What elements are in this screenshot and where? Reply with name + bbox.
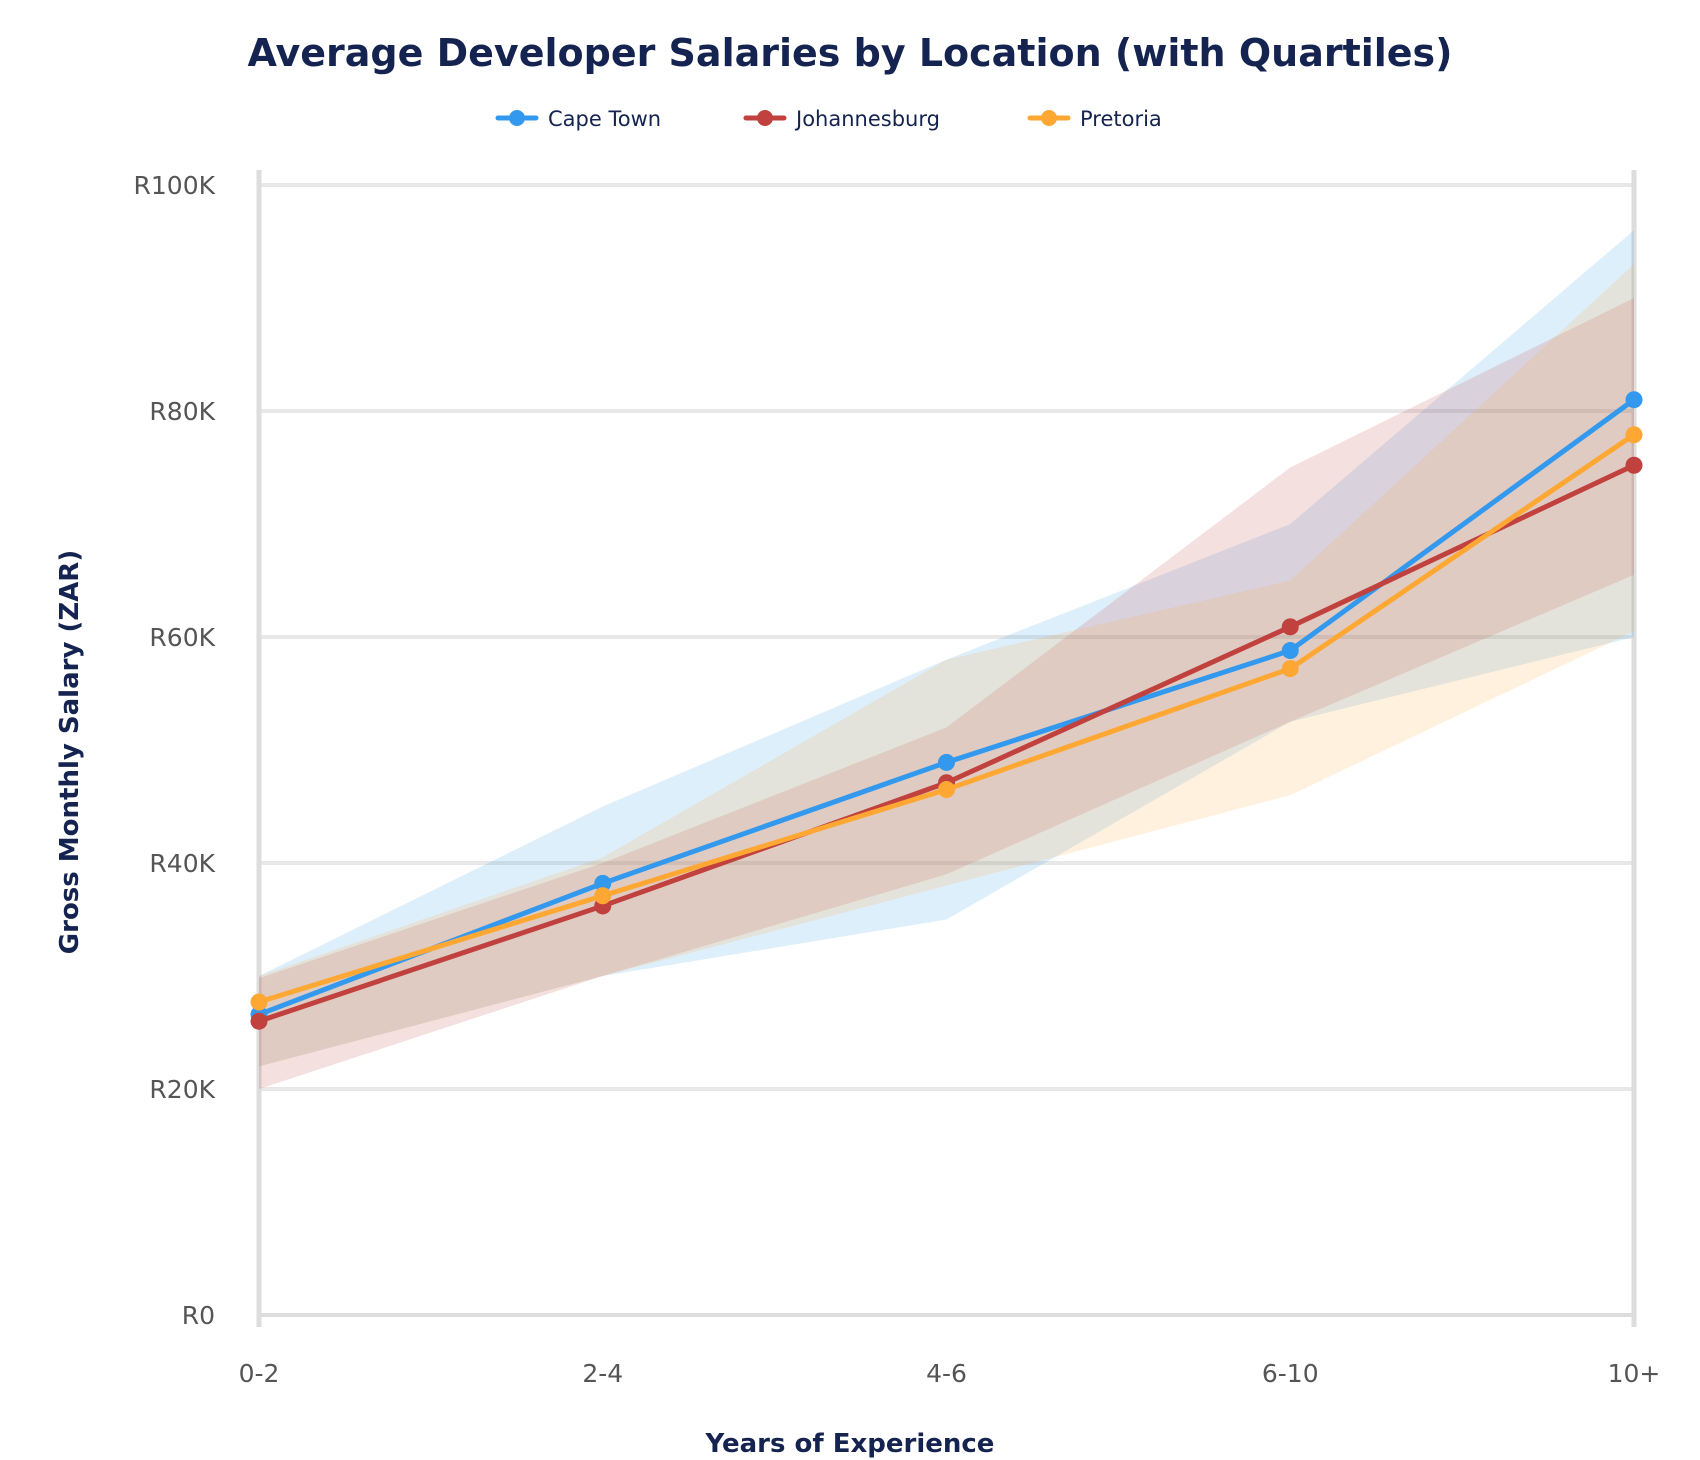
data-point-pretoria xyxy=(1281,660,1299,678)
x-tick-label: 6-10 xyxy=(1262,1359,1319,1388)
y-tick-label: R100K xyxy=(134,171,216,200)
grid xyxy=(256,170,1637,1327)
data-point-cape-town xyxy=(1281,642,1299,660)
quartile-bands xyxy=(259,230,1634,1089)
x-tick-label: 4-6 xyxy=(926,1359,967,1388)
data-point-pretoria xyxy=(1625,426,1643,444)
legend-label: Johannesburg xyxy=(794,107,940,131)
data-point-pretoria xyxy=(938,781,955,799)
x-tick-label: 10+ xyxy=(1608,1359,1661,1388)
legend-label: Pretoria xyxy=(1080,107,1162,131)
x-axis-title: Years of Experience xyxy=(705,1429,995,1459)
y-tick-label: R20K xyxy=(149,1075,215,1104)
tick-labels: R0 R20K R40K R60K R80K R100K 0-2 2-4 4-6 6-10 10+ xyxy=(134,171,1661,1388)
data-point-johannesburg xyxy=(1281,618,1299,636)
data-point-pretoria xyxy=(594,887,612,905)
y-axis-title: Gross Monthly Salary (ZAR) xyxy=(55,550,85,954)
data-point-cape-town xyxy=(594,874,612,892)
legend-label: Cape Town xyxy=(548,107,661,131)
y-tick-label: R80K xyxy=(149,397,215,426)
series-lines xyxy=(250,391,1643,1030)
data-point-cape-town xyxy=(938,753,955,771)
y-tick-label: R0 xyxy=(182,1301,215,1330)
legend-swatch-marker xyxy=(509,110,525,126)
y-tick-label: R60K xyxy=(149,623,215,652)
data-point-johannesburg xyxy=(250,1012,268,1030)
legend: Cape Town Johannesburg Pretoria xyxy=(495,107,1162,131)
chart-title: Average Developer Salaries by Location (… xyxy=(247,31,1452,75)
x-tick-label: 2-4 xyxy=(582,1359,623,1388)
quartile-band-cape-town xyxy=(259,230,1634,1067)
data-point-johannesburg xyxy=(1625,456,1643,474)
quartile-band-pretoria xyxy=(259,264,1634,1067)
data-point-cape-town xyxy=(1625,391,1643,409)
legend-swatch-marker xyxy=(1041,110,1057,126)
x-tick-label: 0-2 xyxy=(239,1359,280,1388)
y-tick-label: R40K xyxy=(149,849,215,878)
legend-swatch-marker xyxy=(757,110,773,126)
data-point-pretoria xyxy=(250,993,268,1011)
